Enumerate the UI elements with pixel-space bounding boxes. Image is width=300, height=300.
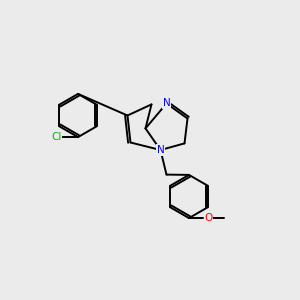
Text: N: N [163, 98, 170, 109]
Text: O: O [204, 213, 213, 223]
Text: Cl: Cl [51, 132, 62, 142]
Text: N: N [157, 145, 164, 155]
